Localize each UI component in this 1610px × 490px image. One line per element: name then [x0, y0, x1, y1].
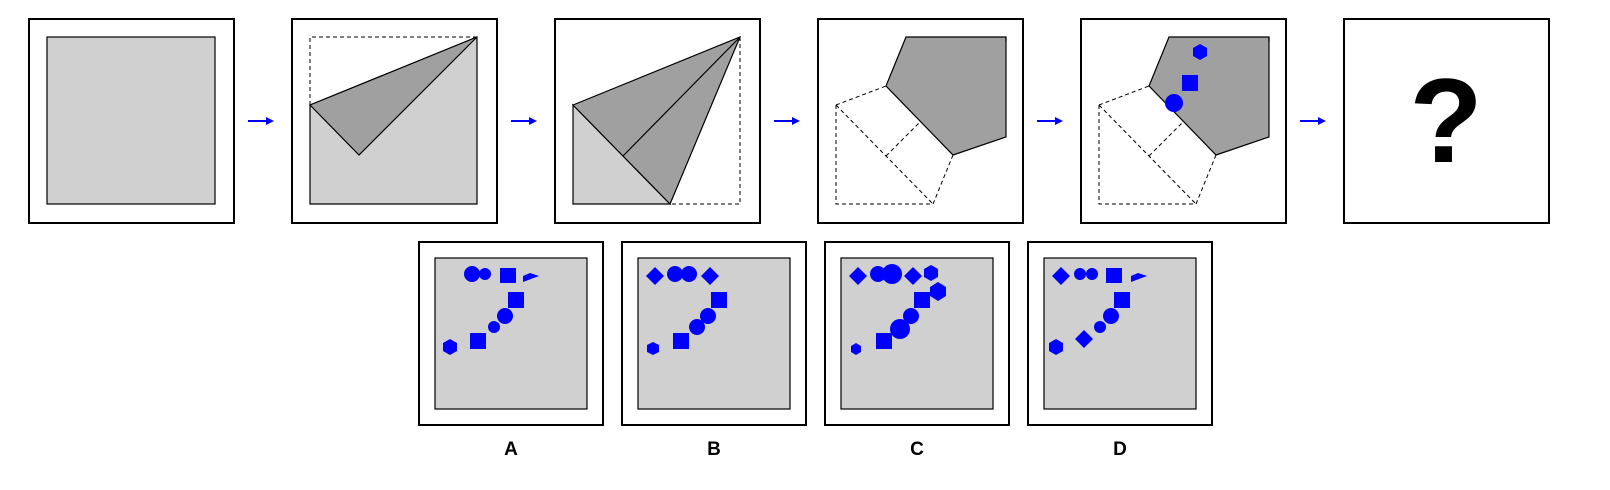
punch-circle: [882, 264, 902, 284]
sequence-panel-3: [554, 18, 761, 224]
option-c[interactable]: C: [824, 241, 1010, 460]
fold-edge-dashed: [835, 85, 887, 106]
option-paper: [840, 257, 994, 410]
sequence-panel-4: [817, 18, 1024, 224]
punch-diamond: [1075, 330, 1093, 348]
punch-circle: [1086, 268, 1098, 280]
original-edge-dashed: [835, 105, 954, 205]
option-label[interactable]: C: [910, 439, 924, 460]
punch-square: [1106, 268, 1122, 283]
sequence-panel-1: [28, 18, 235, 224]
punch-hexagon: [930, 282, 946, 301]
punch-square: [1182, 75, 1198, 91]
punch-circle: [890, 319, 910, 339]
option-label[interactable]: D: [1113, 439, 1127, 460]
fold-line: [622, 36, 741, 157]
punch-circle: [1103, 308, 1119, 324]
option-label[interactable]: A: [504, 439, 518, 460]
punch-hexagon: [851, 343, 861, 355]
sequence-panel-6: ?: [1343, 18, 1550, 224]
folded-flap: [308, 36, 478, 156]
question-mark: ?: [1409, 54, 1482, 188]
option-paper: [1043, 257, 1197, 410]
option-a[interactable]: A: [418, 241, 604, 460]
punch-circle: [464, 266, 480, 282]
fold-edge-dashed: [1098, 85, 1150, 106]
punch-diamond: [646, 267, 664, 285]
fold-edge-dashed: [1098, 104, 1197, 205]
punch-circle: [479, 268, 491, 280]
folded-pentagon: [1148, 36, 1270, 156]
punch-square: [673, 333, 689, 349]
punch-diamond: [849, 267, 867, 285]
fold-edge-dashed: [885, 120, 922, 157]
original-edge-dashed: [309, 36, 477, 105]
fold-edge-dashed: [835, 104, 934, 205]
punch-circle: [1165, 94, 1183, 112]
original-edge-dashed: [1098, 105, 1217, 205]
arrow-right-icon: [248, 117, 274, 125]
arrow-right-icon: [774, 117, 800, 125]
punch-hexagon: [924, 265, 938, 281]
punch-hexagon: [1049, 339, 1063, 355]
punch-diamond: [1052, 267, 1070, 285]
punch-square: [470, 333, 486, 349]
punch-circle: [667, 266, 683, 282]
punch-square: [711, 292, 727, 308]
punch-square: [876, 333, 892, 349]
punch-fragment: [1131, 273, 1147, 282]
punch-circle: [903, 308, 919, 324]
sequence-panel-5: [1080, 18, 1287, 224]
arrow-right-icon: [511, 117, 537, 125]
punch-hexagon: [647, 342, 659, 355]
punch-circle: [870, 266, 886, 282]
punch-square: [508, 292, 524, 308]
sequence-panel-2: [291, 18, 498, 224]
panel-frame: [1343, 18, 1550, 224]
paper-square: [46, 36, 216, 205]
option-d[interactable]: D: [1027, 241, 1213, 460]
punch-square: [914, 292, 930, 308]
punch-fragment: [523, 273, 539, 282]
option-b[interactable]: B: [621, 241, 807, 460]
punch-diamond: [904, 267, 922, 285]
fold-edge-dashed: [1148, 120, 1185, 157]
option-paper: [637, 257, 791, 410]
punch-circle: [1074, 268, 1086, 280]
option-label[interactable]: B: [707, 439, 721, 460]
arrow-right-icon: [1037, 117, 1063, 125]
punch-circle: [681, 266, 697, 282]
punch-circle: [488, 321, 500, 333]
folded-pentagon: [885, 36, 1007, 156]
arrow-right-icon: [1300, 117, 1326, 125]
punch-circle: [689, 319, 705, 335]
punch-diamond: [701, 267, 719, 285]
punch-square: [500, 268, 516, 283]
punch-square: [1114, 292, 1130, 308]
original-edge-dashed: [670, 37, 741, 205]
punch-circle: [1094, 321, 1106, 333]
punch-circle: [497, 308, 513, 324]
punch-hexagon: [1193, 44, 1207, 60]
punch-circle: [700, 308, 716, 324]
punch-hexagon: [443, 339, 457, 355]
option-paper: [434, 257, 588, 410]
